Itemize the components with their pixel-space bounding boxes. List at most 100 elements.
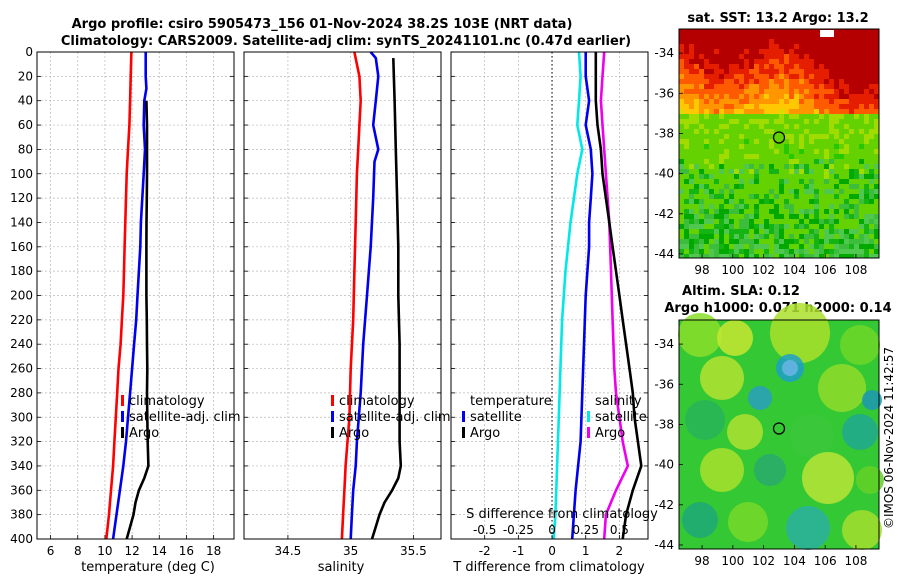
sst-cell <box>774 79 780 85</box>
map-y-tick-label: -42 <box>654 498 674 512</box>
sst-cell <box>799 44 805 50</box>
sst-cell <box>854 129 860 135</box>
sst-cell <box>754 224 760 230</box>
sst-cell <box>814 239 820 245</box>
sst-cell <box>689 144 695 150</box>
sst-cell <box>739 69 745 75</box>
sst-cell <box>839 199 845 205</box>
sst-cell <box>834 79 840 85</box>
sst-cell <box>859 49 865 55</box>
sst-cell <box>749 104 755 110</box>
sst-cell <box>699 44 705 50</box>
sst-cell <box>849 29 855 35</box>
sst-cell <box>739 234 745 240</box>
sst-cell <box>799 84 805 90</box>
sst-cell <box>834 64 840 70</box>
sst-cell <box>844 29 850 35</box>
sst-cell <box>849 219 855 225</box>
sst-cell <box>689 99 695 105</box>
sst-cell <box>829 49 835 55</box>
sst-cell <box>779 79 785 85</box>
sst-cell <box>839 154 845 160</box>
sst-cell <box>844 224 850 230</box>
sst-cell <box>699 119 705 125</box>
sst-cell <box>839 119 845 125</box>
sst-cell <box>864 194 870 200</box>
sst-cell <box>689 234 695 240</box>
sst-cell <box>779 159 785 165</box>
sst-cell <box>699 79 705 85</box>
sst-cell <box>809 254 815 259</box>
sst-cell <box>829 229 835 235</box>
sst-cell <box>759 249 765 255</box>
sst-cell <box>804 49 810 55</box>
sst-map-title: sat. SST: 13.2 Argo: 13.2 <box>687 11 868 26</box>
sst-cell <box>784 29 790 35</box>
sst-cell <box>859 239 865 245</box>
sst-cell <box>694 119 700 125</box>
sst-cell <box>874 199 880 205</box>
sst-cell <box>694 104 700 110</box>
sst-cell <box>764 94 770 100</box>
sst-cell <box>709 229 715 235</box>
sst-cell <box>699 199 705 205</box>
sst-cell <box>729 29 735 35</box>
sst-cell <box>734 64 740 70</box>
sst-cell <box>839 184 845 190</box>
sst-cell <box>734 59 740 65</box>
sst-cell <box>774 74 780 80</box>
sst-cell <box>764 109 770 115</box>
sst-cell <box>779 124 785 130</box>
sst-cell <box>769 229 775 235</box>
sst-cell <box>799 79 805 85</box>
sst-cell <box>824 139 830 145</box>
sst-cell <box>819 244 825 250</box>
sst-cell <box>689 29 695 35</box>
sst-cell <box>824 209 830 215</box>
sst-cell <box>734 129 740 135</box>
sst-cell <box>859 194 865 200</box>
sst-cell <box>759 79 765 85</box>
sst-cell <box>704 34 710 40</box>
sst-cell <box>754 189 760 195</box>
sst-cell <box>859 199 865 205</box>
sst-cell <box>699 89 705 95</box>
sst-cell <box>769 94 775 100</box>
sst-cell <box>824 144 830 150</box>
sst-cell <box>774 179 780 185</box>
sst-cell <box>794 114 800 120</box>
sst-cell <box>769 34 775 40</box>
sst-cell <box>869 174 875 180</box>
sst-cell <box>844 74 850 80</box>
sst-cell <box>864 169 870 175</box>
sst-cell <box>814 79 820 85</box>
sst-cell <box>804 239 810 245</box>
sst-cell <box>754 139 760 145</box>
sst-cell <box>764 214 770 220</box>
sst-cell <box>809 124 815 130</box>
sst-cell <box>769 129 775 135</box>
sst-cell <box>844 199 850 205</box>
map-y-tick-label: -38 <box>654 417 674 431</box>
sst-cell <box>814 219 820 225</box>
sst-cell <box>684 154 690 160</box>
sst-cell <box>769 174 775 180</box>
sst-cell <box>759 154 765 160</box>
sst-cell <box>784 144 790 150</box>
sst-cell <box>734 94 740 100</box>
depth-tick-label: 160 <box>10 240 33 254</box>
sst-cell <box>804 244 810 250</box>
sst-cell <box>874 254 880 259</box>
sst-cell <box>814 174 820 180</box>
sst-cell <box>764 34 770 40</box>
sst-cell <box>689 254 695 259</box>
sst-cell <box>859 149 865 155</box>
sst-cell <box>699 54 705 60</box>
sst-cell <box>739 244 745 250</box>
sst-cell <box>799 54 805 60</box>
sst-cell <box>784 114 790 120</box>
sst-cell <box>739 49 745 55</box>
sst-cell <box>704 134 710 140</box>
sst-cell <box>679 104 685 110</box>
sst-cell <box>699 174 705 180</box>
